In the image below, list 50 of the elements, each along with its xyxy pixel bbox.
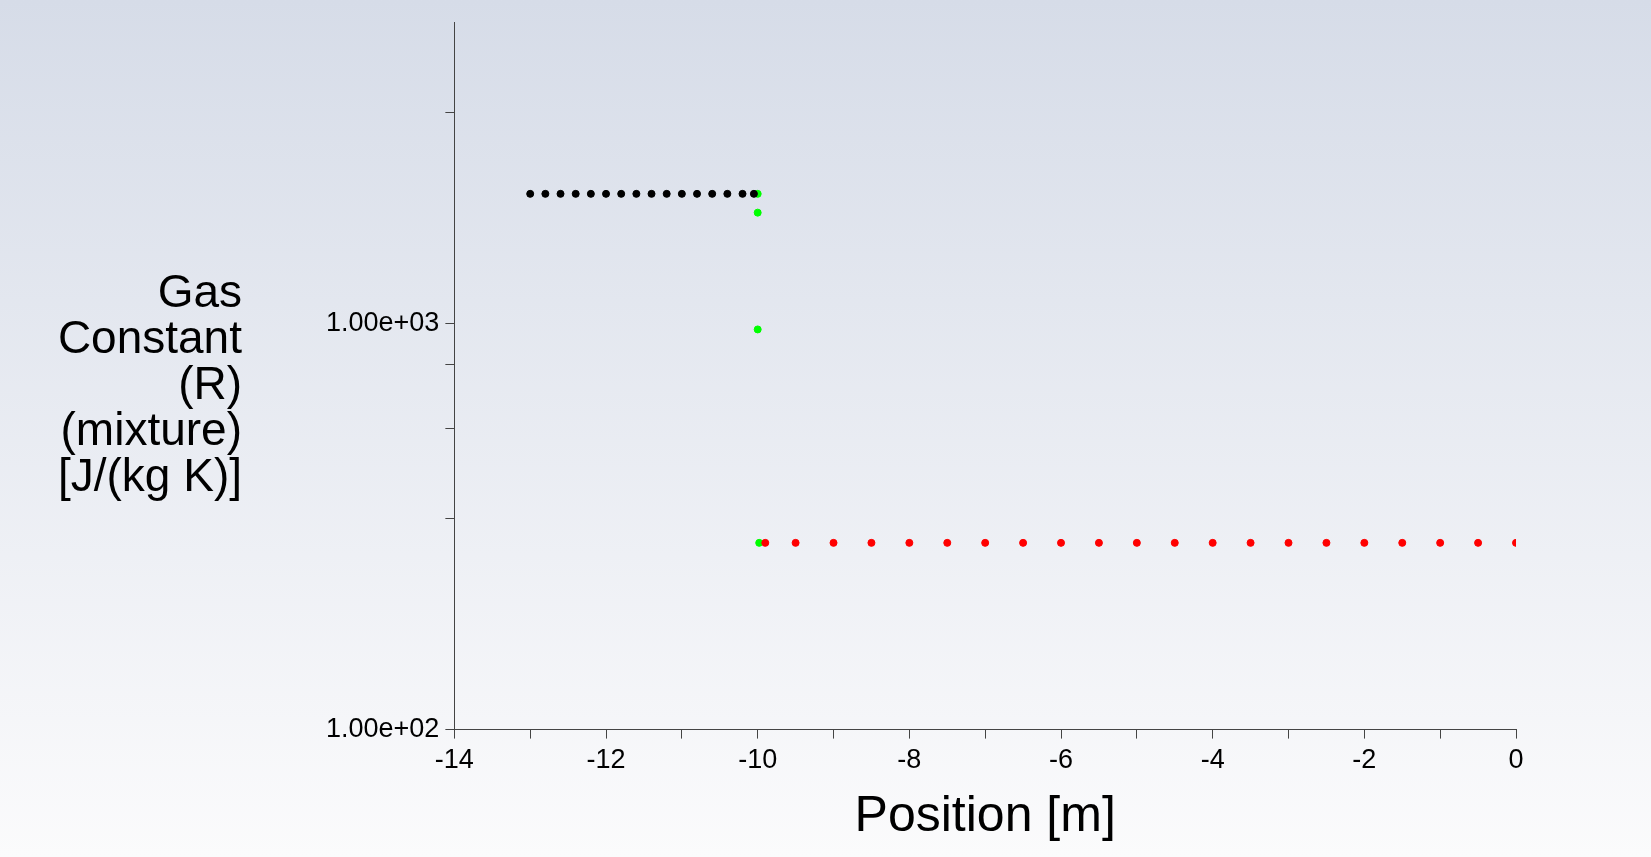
point [602, 189, 611, 198]
point [761, 538, 770, 547]
point [981, 538, 990, 547]
point [1170, 538, 1179, 547]
y-axis-title: Gas Constant (R) (mixture) [J/(kg K)] [56, 265, 242, 501]
point [693, 189, 702, 198]
point [1284, 538, 1293, 547]
point [738, 189, 747, 198]
point [1132, 538, 1141, 547]
x-tick-label: -14 [434, 744, 474, 775]
point [1322, 538, 1331, 547]
point [1094, 538, 1103, 547]
point [905, 538, 914, 547]
point [829, 538, 838, 547]
y-tick-label: 1.00e+02 [325, 713, 440, 744]
point [1019, 538, 1028, 547]
x-tick-label: 0 [1508, 744, 1524, 775]
x-tick-label: -12 [586, 744, 626, 775]
point [647, 189, 656, 198]
point [1057, 538, 1066, 547]
point [791, 538, 800, 547]
x-tick-label: -2 [1352, 744, 1377, 775]
point [617, 189, 626, 198]
point [1360, 538, 1369, 547]
point [1246, 538, 1255, 547]
point [1436, 538, 1445, 547]
point [708, 189, 717, 198]
x-tick-label: -4 [1200, 744, 1225, 775]
point [753, 208, 762, 217]
point [541, 189, 550, 198]
point [586, 189, 595, 198]
point [632, 189, 641, 198]
point [556, 189, 565, 198]
point [1398, 538, 1407, 547]
point [526, 189, 535, 198]
point [749, 189, 758, 198]
point [677, 189, 686, 198]
point [723, 189, 732, 198]
point [753, 325, 762, 334]
x-tick-label: -8 [897, 744, 922, 775]
point [662, 189, 671, 198]
x-axis-title: Position [m] [854, 785, 1116, 842]
point [1474, 538, 1483, 547]
point [943, 538, 952, 547]
point [571, 189, 580, 198]
point [1208, 538, 1217, 547]
point [867, 538, 876, 547]
y-tick-label: 1.00e+03 [325, 306, 440, 337]
x-tick-label: -10 [738, 744, 778, 775]
x-tick-label: -6 [1049, 744, 1074, 775]
